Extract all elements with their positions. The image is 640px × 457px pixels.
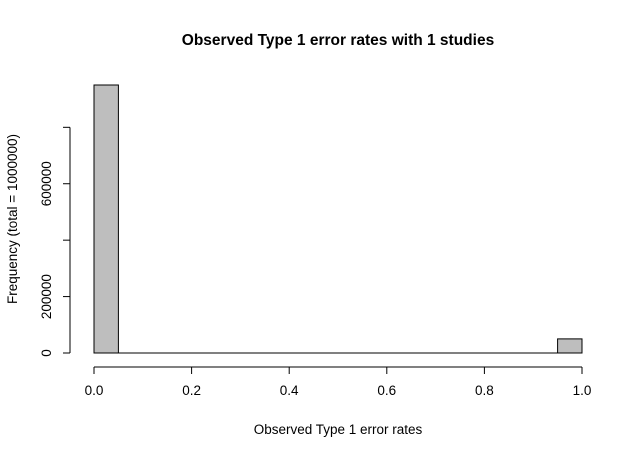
histogram-bar [93, 84, 119, 354]
y-tick-label: 600000 [39, 161, 54, 206]
x-ticks-group: 0.0 0.2 0.4 0.6 0.8 1.0 [85, 367, 592, 398]
x-tick-label: 0.4 [280, 383, 299, 398]
histogram-bar [557, 338, 583, 354]
x-axis-label: Observed Type 1 error rates [254, 422, 423, 437]
x-tick-label: 0.6 [377, 383, 396, 398]
x-tick-label: 0.8 [475, 383, 494, 398]
y-axis-label: Frequency (total = 1000000) [5, 134, 20, 304]
y-ticks-group: 0 200000 600000 [39, 126, 70, 357]
x-tick-label: 1.0 [573, 383, 592, 398]
x-tick-label: 0.0 [85, 383, 104, 398]
x-tick-label: 0.2 [182, 383, 201, 398]
y-tick-label: 0 [39, 349, 54, 357]
chart-title: Observed Type 1 error rates with 1 studi… [182, 32, 494, 49]
bars-group [93, 84, 583, 354]
y-tick-label: 200000 [39, 274, 54, 319]
